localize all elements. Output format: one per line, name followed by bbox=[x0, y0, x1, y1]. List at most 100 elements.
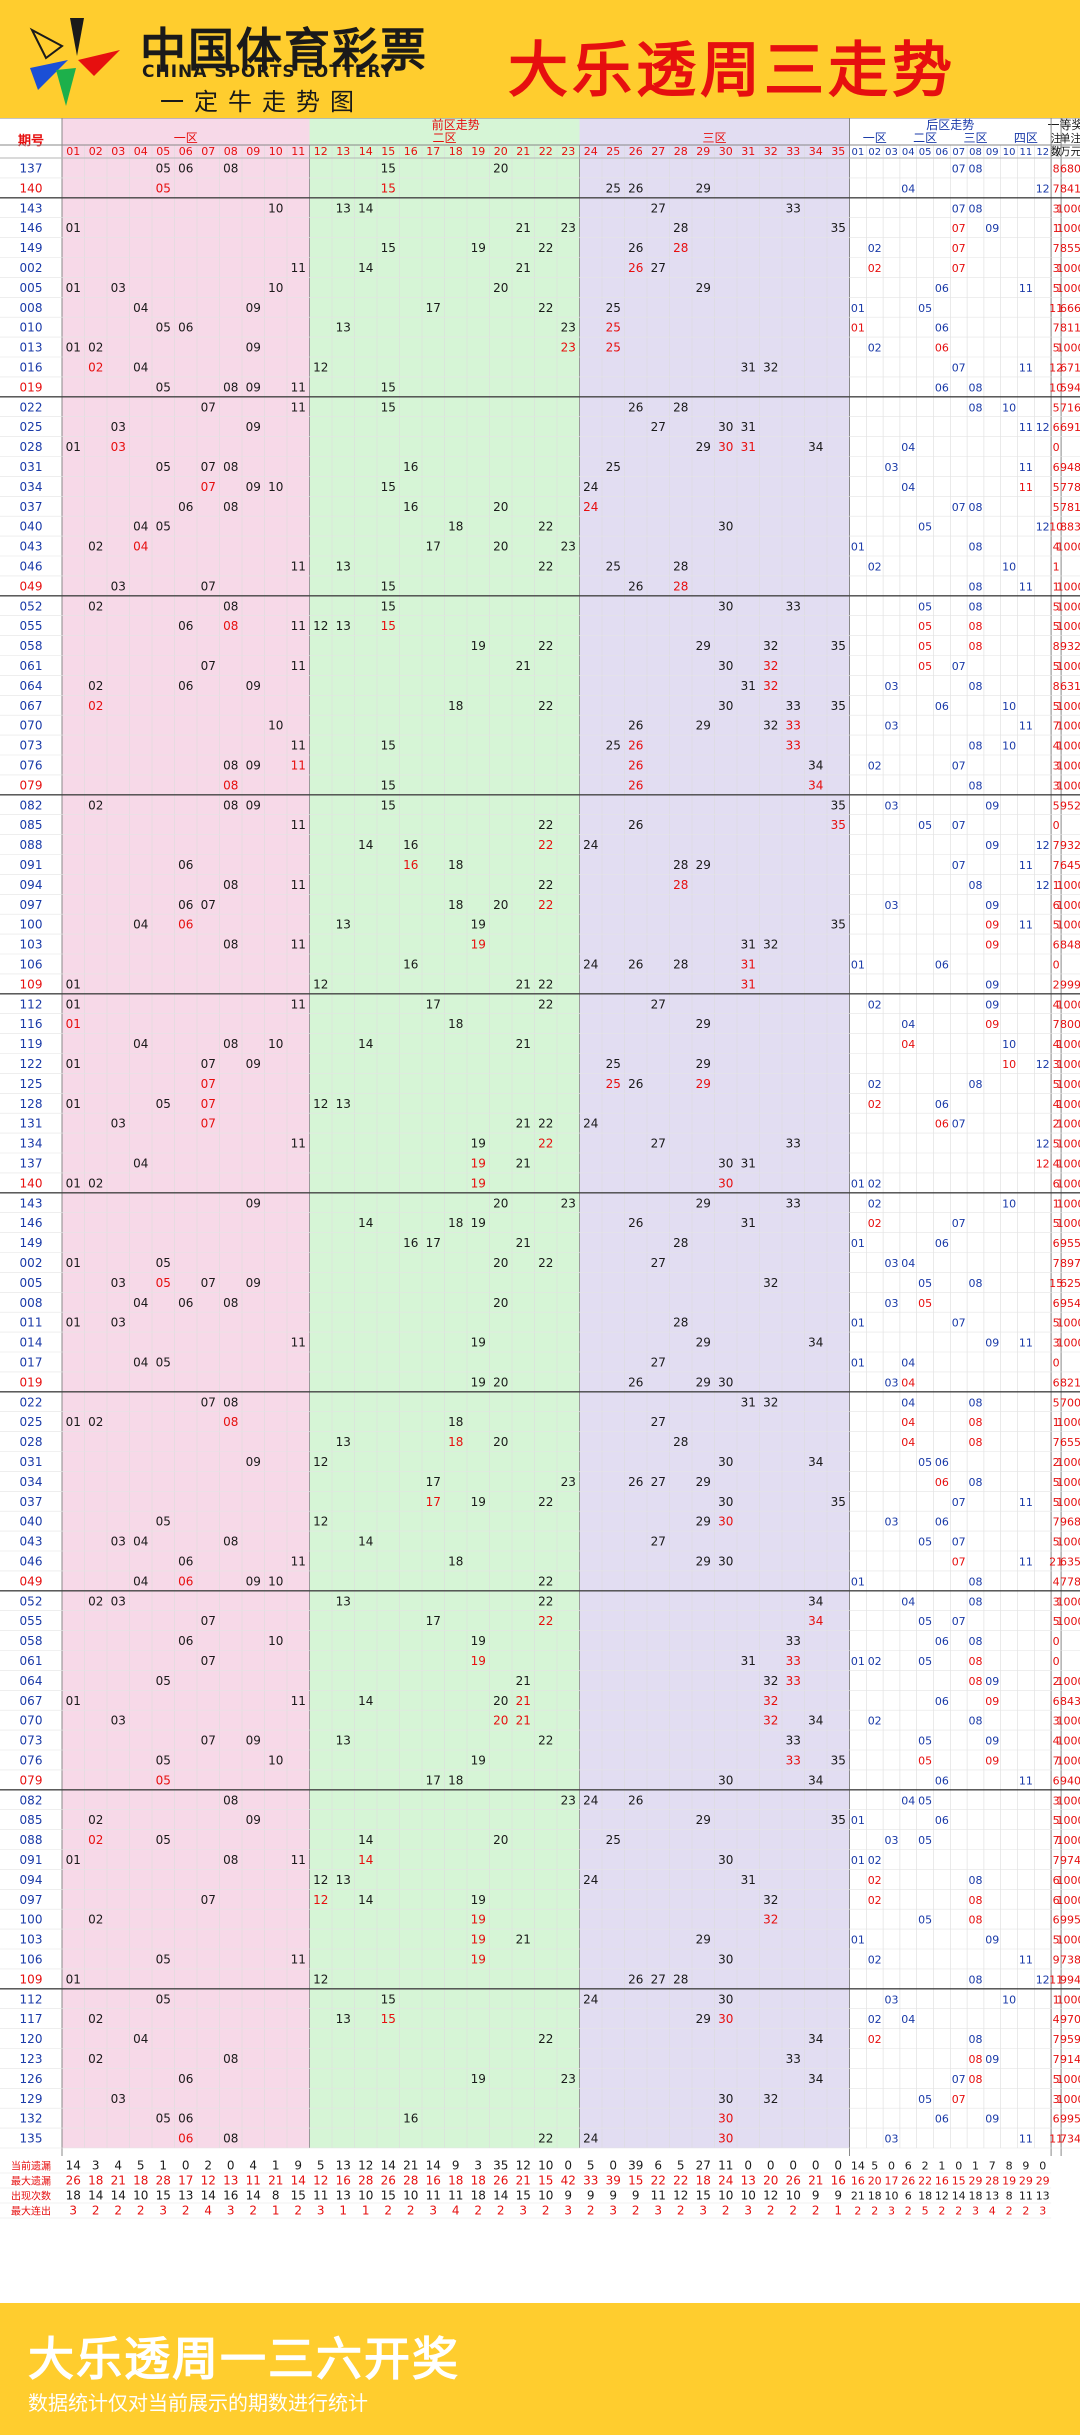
stat-label: 最大遗漏 bbox=[11, 2174, 51, 2187]
front-hit-25: 25 bbox=[606, 739, 621, 753]
stat-front-value: 18 bbox=[471, 2188, 486, 2202]
stat-front-value: 3 bbox=[474, 2158, 482, 2172]
row-prize-amount: 970 bbox=[1060, 2013, 1080, 2026]
row-period: 106 bbox=[20, 957, 43, 971]
front-hit-14: 14 bbox=[358, 838, 373, 852]
back-hit-08: 08 bbox=[969, 1575, 983, 1588]
back-hit-01: 01 bbox=[851, 1237, 865, 1250]
row-period: 106 bbox=[20, 1952, 43, 1966]
front-hit-11: 11 bbox=[291, 938, 306, 952]
row-period: 055 bbox=[20, 619, 43, 633]
row-period: 146 bbox=[20, 1216, 43, 1230]
stat-back-value: 2 bbox=[938, 2204, 945, 2217]
front-hit-21: 21 bbox=[516, 1236, 531, 1250]
front-hit-22: 22 bbox=[538, 241, 553, 255]
row-winner-count: 2 bbox=[1053, 1456, 1060, 1469]
stat-front-value: 27 bbox=[696, 2158, 711, 2172]
row-prize-amount: 952 bbox=[1060, 799, 1080, 812]
back-hit-06: 06 bbox=[935, 282, 949, 295]
front-hit-29: 29 bbox=[696, 181, 711, 195]
row-period: 079 bbox=[20, 778, 43, 792]
stat-front-value: 2 bbox=[677, 2203, 685, 2217]
front-hit-17: 17 bbox=[426, 540, 441, 554]
front-hit-29: 29 bbox=[696, 1196, 711, 1210]
back-hit-08: 08 bbox=[969, 1476, 983, 1489]
front-hit-01: 01 bbox=[66, 997, 81, 1011]
front-hit-23: 23 bbox=[561, 221, 576, 235]
front-hit-35: 35 bbox=[831, 1813, 846, 1827]
front-hit-19: 19 bbox=[471, 1216, 486, 1230]
back-hit-07: 07 bbox=[952, 1536, 966, 1549]
front-hit-25: 25 bbox=[606, 1833, 621, 1847]
stat-front-value: 4 bbox=[249, 2158, 257, 2172]
front-hit-07: 07 bbox=[201, 460, 216, 474]
row-winner-count: 4 bbox=[1053, 740, 1060, 753]
header-back: 后区走势 bbox=[926, 118, 974, 132]
front-hit-03: 03 bbox=[111, 1714, 126, 1728]
back-hit-07: 07 bbox=[952, 759, 966, 772]
back-hit-11: 11 bbox=[1019, 481, 1033, 494]
back-hit-09: 09 bbox=[985, 1695, 999, 1708]
header-back-num-05: 05 bbox=[919, 147, 932, 158]
front-hit-04: 04 bbox=[133, 1574, 148, 1588]
front-hit-12: 12 bbox=[313, 360, 328, 374]
front-hit-21: 21 bbox=[516, 659, 531, 673]
front-hit-25: 25 bbox=[606, 1077, 621, 1091]
header-back-num-04: 04 bbox=[902, 147, 915, 158]
front-hit-28: 28 bbox=[673, 1972, 688, 1986]
back-hit-07: 07 bbox=[952, 1555, 966, 1568]
front-hit-01: 01 bbox=[66, 1694, 81, 1708]
front-hit-13: 13 bbox=[336, 2012, 351, 2026]
front-hit-17: 17 bbox=[426, 1475, 441, 1489]
stat-front-value: 3 bbox=[429, 2203, 437, 2217]
header-period: 期号 bbox=[18, 134, 44, 149]
stat-back-value: 9 bbox=[1022, 2159, 1029, 2172]
row-prize-amount: 843 bbox=[1060, 1695, 1080, 1708]
front-hit-29: 29 bbox=[696, 639, 711, 653]
stat-front-value: 22 bbox=[651, 2173, 666, 2187]
front-hit-22: 22 bbox=[538, 818, 553, 832]
back-hit-07: 07 bbox=[952, 2073, 966, 2086]
row-winner-count: 1 bbox=[1053, 1197, 1060, 1210]
front-hit-02: 02 bbox=[88, 798, 103, 812]
front-hit-25: 25 bbox=[606, 321, 621, 335]
front-hit-29: 29 bbox=[696, 1475, 711, 1489]
back-hit-12: 12 bbox=[1036, 1157, 1050, 1170]
front-hit-19: 19 bbox=[471, 1913, 486, 1927]
row-period: 123 bbox=[20, 2052, 43, 2066]
stat-label: 当前遗漏 bbox=[11, 2159, 51, 2172]
row-winner-count: 7 bbox=[1053, 720, 1060, 733]
back-hit-12: 12 bbox=[1036, 421, 1050, 434]
stat-front-value: 14 bbox=[111, 2188, 126, 2202]
front-hit-08: 08 bbox=[223, 619, 238, 633]
front-hit-15: 15 bbox=[381, 400, 396, 414]
front-hit-09: 09 bbox=[246, 758, 261, 772]
front-hit-10: 10 bbox=[268, 1574, 283, 1588]
front-hit-09: 09 bbox=[246, 420, 261, 434]
back-hit-10: 10 bbox=[1002, 401, 1016, 414]
front-hit-03: 03 bbox=[111, 1117, 126, 1131]
row-winner-count: 6 bbox=[1053, 1774, 1060, 1787]
front-hit-06: 06 bbox=[178, 679, 193, 693]
front-hit-27: 27 bbox=[651, 1256, 666, 1270]
front-hit-32: 32 bbox=[763, 938, 778, 952]
stat-front-value: 11 bbox=[246, 2173, 261, 2187]
front-hit-34: 34 bbox=[808, 758, 823, 772]
front-hit-21: 21 bbox=[516, 1674, 531, 1688]
front-hit-32: 32 bbox=[763, 639, 778, 653]
front-hit-09: 09 bbox=[246, 1574, 261, 1588]
back-hit-05: 05 bbox=[918, 819, 932, 832]
front-hit-22: 22 bbox=[538, 1137, 553, 1151]
back-hit-08: 08 bbox=[969, 2033, 983, 2046]
row-period: 076 bbox=[20, 758, 43, 772]
front-hit-30: 30 bbox=[718, 1156, 733, 1170]
front-hit-26: 26 bbox=[628, 1216, 643, 1230]
front-hit-13: 13 bbox=[336, 559, 351, 573]
stat-front-value: 2 bbox=[587, 2203, 595, 2217]
row-prize-amount: 635 bbox=[1060, 1555, 1080, 1568]
